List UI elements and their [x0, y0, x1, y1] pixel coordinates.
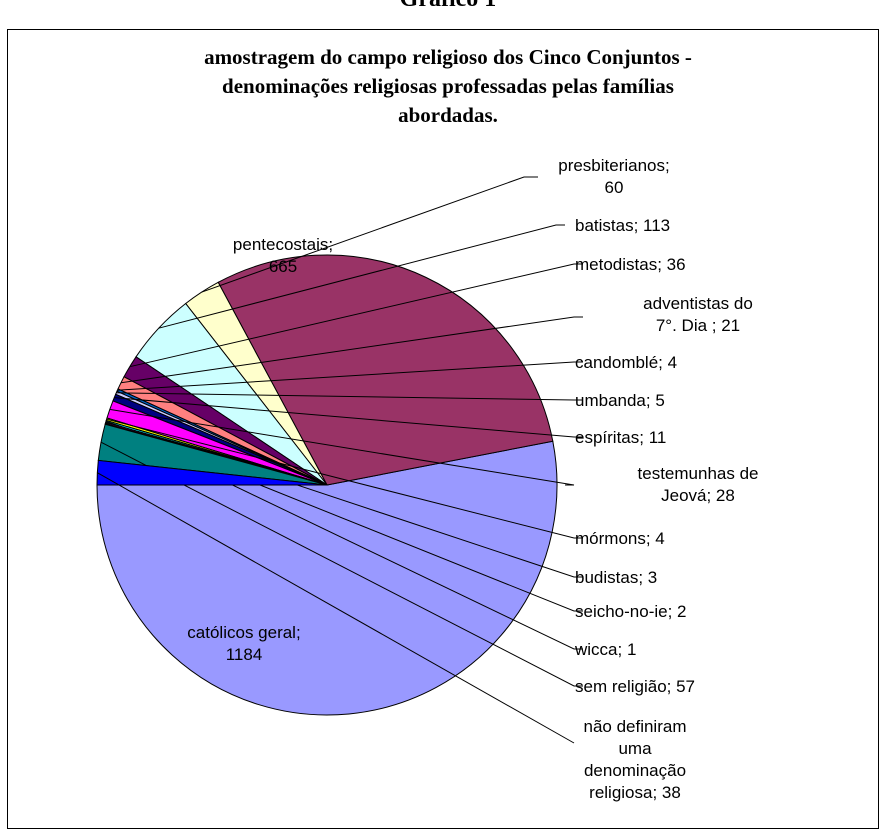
leader-line	[106, 418, 583, 539]
slice-label: batistas; 113	[575, 216, 670, 235]
slice-label: metodistas; 36	[575, 255, 686, 274]
slice-label-line: adventistas do	[643, 294, 753, 313]
leader-line	[97, 472, 575, 744]
pie-slice	[217, 254, 554, 486]
leader-line	[109, 408, 575, 486]
slice-label: candomblé; 4	[575, 353, 677, 372]
slice-label-line: candomblé; 4	[575, 353, 677, 372]
slice-label: sem religião; 57	[575, 677, 695, 696]
slice-label-line: batistas; 113	[575, 216, 670, 235]
leader-line	[201, 176, 538, 293]
slice-label-line: mórmons; 4	[575, 529, 665, 548]
slice-label-line: presbiterianos;	[558, 156, 670, 175]
chart-title-line: abordadas.	[398, 103, 498, 127]
slice-label: testemunhas de Jeová; 28	[638, 464, 759, 505]
slice-label-line: seicho-no-ie; 2	[575, 602, 687, 621]
slice-label-line: testemunhas de	[638, 464, 759, 483]
slice-label-line: wicca; 1	[574, 640, 636, 659]
slice-label: seicho-no-ie; 2	[575, 602, 687, 621]
slice-label-line: Jeová; 28	[661, 486, 735, 505]
slice-label-line: sem religião; 57	[575, 677, 695, 696]
leader-line	[117, 361, 583, 391]
slice-label-line: 665	[269, 257, 297, 276]
slice-label: espíritas; 11	[575, 428, 666, 447]
leader-line	[120, 316, 583, 384]
slice-label-line: religiosa; 38	[589, 783, 681, 802]
slice-label-line: umbanda; 5	[575, 391, 665, 410]
slice-label-line: espíritas; 11	[575, 428, 666, 447]
leader-line	[116, 392, 583, 401]
slice-label-line: 7°. Dia ; 21	[656, 316, 740, 335]
slice-label-line: católicos geral;	[187, 623, 300, 642]
slice-label-line: budistas; 3	[575, 568, 657, 587]
leader-line	[105, 423, 583, 650]
slice-label: católicos geral; 1184	[187, 623, 300, 664]
chart-title: amostragem do campo religioso dos Cinco …	[0, 43, 896, 130]
slice-label: umbanda; 5	[575, 391, 665, 410]
slice-label-line: 1184	[226, 645, 263, 664]
slice-label: presbiterianos; 60	[558, 156, 670, 197]
leader-line	[100, 441, 583, 687]
slice-label: mórmons; 4	[575, 529, 665, 548]
slice-label: wicca; 1	[574, 640, 636, 659]
slice-label-line: denominação	[584, 761, 686, 780]
chart-title-line: amostragem do campo religioso dos Cinco …	[204, 45, 692, 69]
slice-label-line: pentecostais;	[233, 235, 333, 254]
slice-label: adventistas do 7°. Dia ; 21	[643, 294, 753, 335]
slice-label-line: uma	[618, 739, 652, 758]
slice-label: não definiram uma denominação religiosa; 38	[583, 717, 686, 802]
leader-line	[114, 397, 583, 438]
slice-label: budistas; 3	[575, 568, 657, 587]
figure-caption: Gráfico 1	[0, 0, 896, 13]
leader-line	[129, 263, 583, 368]
pie-slice	[96, 440, 558, 716]
slice-label: pentecostais; 665	[233, 235, 333, 276]
chart-title-line: denominações religiosas professadas pela…	[222, 74, 674, 98]
slice-label-line: não definiram	[583, 717, 686, 736]
leader-line	[105, 422, 583, 612]
slice-label-line: metodistas; 36	[575, 255, 686, 274]
slice-label-line: 60	[605, 178, 624, 197]
leader-line	[158, 224, 565, 329]
